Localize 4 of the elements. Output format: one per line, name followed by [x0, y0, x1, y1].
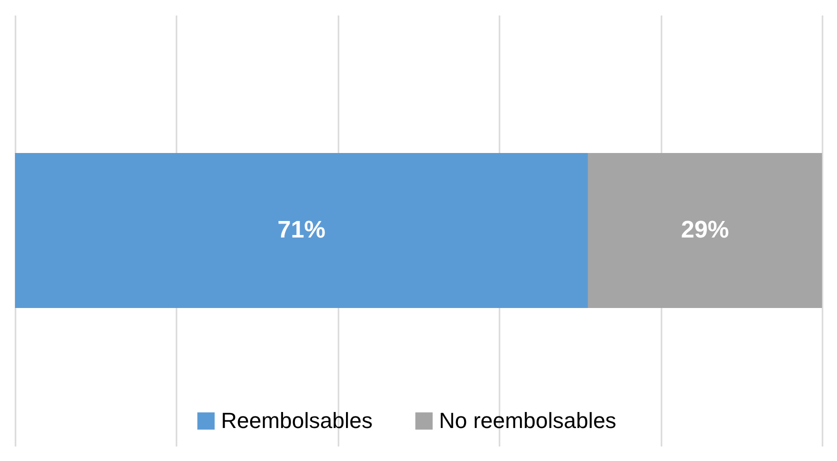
data-label: 71%: [277, 216, 326, 244]
legend-label: Reembolsables: [221, 408, 373, 433]
data-label: 29%: [680, 216, 730, 244]
legend-label: No reembolsables: [439, 408, 616, 433]
